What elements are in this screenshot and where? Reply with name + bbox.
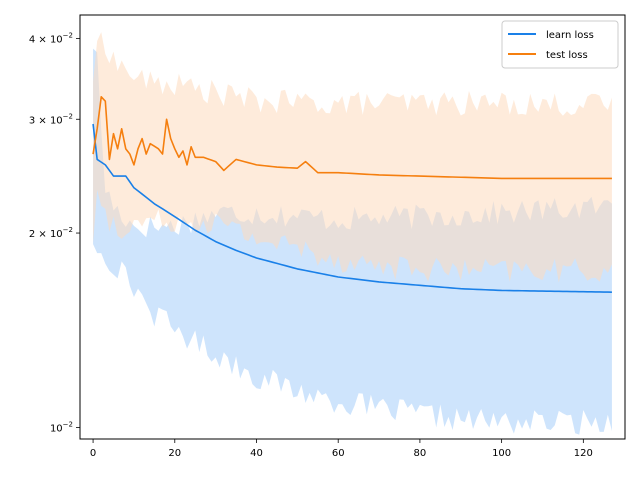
legend-label: test loss (546, 50, 588, 61)
x-tick-label: 40 (250, 448, 263, 459)
x-tick-label: 120 (574, 448, 593, 459)
x-axis: 0 20 40 60 80 100 120 (90, 439, 593, 459)
x-tick-label: 20 (168, 448, 181, 459)
line-test-loss (92, 96, 612, 180)
y-tick-label: 2 × 10−2 (29, 226, 73, 240)
x-tick-label: 100 (492, 448, 511, 459)
y-tick-label: 4 × 10−2 (29, 32, 73, 46)
legend: learn loss test loss (501, 20, 619, 69)
line-learn-loss (92, 123, 612, 293)
x-tick-label: 60 (332, 448, 345, 459)
band-test-loss (93, 32, 612, 283)
y-tick-label: 3 × 10−2 (29, 112, 73, 126)
plot-frame (79, 14, 626, 440)
confidence-bands (93, 32, 612, 435)
series-lines (92, 96, 612, 293)
x-tick-label: 80 (414, 448, 427, 459)
legend-label: learn loss (546, 30, 594, 41)
y-axis: 10−2 2 × 10−2 3 × 10−2 4 × 10−2 (29, 32, 80, 435)
legend-box (501, 20, 619, 69)
x-tick-label: 0 (90, 448, 96, 459)
y-tick-label: 10−2 (50, 421, 73, 435)
